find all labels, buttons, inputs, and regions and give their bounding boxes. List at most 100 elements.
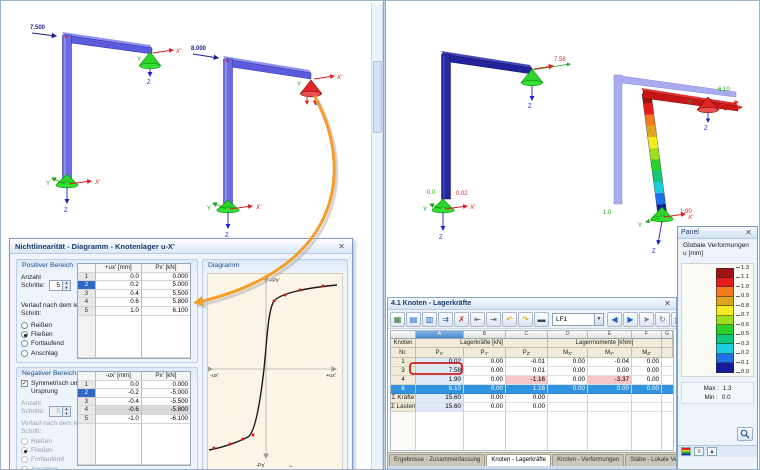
loadcase-combobox[interactable]: LF1 ▼ bbox=[552, 312, 604, 326]
axis-y-label: Y bbox=[137, 57, 141, 63]
frameB-support-right-selected[interactable]: 6.10 Y Z bbox=[688, 87, 743, 132]
frame2-members[interactable] bbox=[223, 56, 312, 208]
table-settings-icon[interactable]: ▤ bbox=[406, 311, 421, 327]
frame1-members[interactable] bbox=[62, 32, 153, 181]
verlauf-label2: Schritt: bbox=[21, 310, 42, 317]
scale-band bbox=[716, 363, 734, 373]
pane-splitter[interactable] bbox=[383, 1, 386, 469]
color-scale-ticks: 1.3 1.1 1.0 0.9 0.8 0.7 0.6 0.5 0.3 0.2 0.1 0.0 bbox=[736, 263, 749, 377]
axis-z-label: Z bbox=[315, 101, 319, 107]
scale-tick: 0.0 bbox=[736, 368, 749, 378]
panel-titlebar[interactable]: Panel ✕ bbox=[678, 227, 757, 239]
scale-tick: 0.6 bbox=[736, 320, 749, 330]
scale-band bbox=[716, 315, 734, 325]
axis-y-label: Y bbox=[297, 82, 301, 88]
frame1-support-right[interactable]: X' Y Z bbox=[137, 48, 182, 86]
frameA-support-right[interactable]: 7.58 Z bbox=[520, 57, 571, 110]
results-titlebar[interactable]: 4.1 Knoten - Lagerkräfte ✕ bbox=[388, 298, 676, 310]
left-viewport-canvas[interactable]: 7.500 X' Y Z bbox=[2, 2, 371, 254]
negative-range-group: Negativer Bereich ✓ Symmetrisch um den U… bbox=[16, 367, 198, 469]
color-scale-box: 1.3 1.1 1.0 0.9 0.8 0.7 0.6 0.5 0.3 0.2 0.1 0.0 bbox=[681, 263, 754, 377]
axis-y-label: Y bbox=[638, 223, 642, 229]
negative-steps-table[interactable]: -ux' [mm] Px' [kN] 1 0.0 0.000 2 -0.2 -5.000 … bbox=[77, 371, 191, 466]
prev-table-icon[interactable]: ⇤ bbox=[470, 311, 485, 327]
table-row[interactable]: 3 7.58 0.00 0.01 0.00 0.00 0.00 bbox=[391, 367, 673, 376]
table-row[interactable]: 4 1.90 0.00 -1.16 0.00 -3.37 0.00 bbox=[391, 376, 673, 385]
diagram-axis-bottom-label: -Px' bbox=[256, 463, 265, 469]
table-row[interactable]: 1 0.02 0.00 -0.01 0.00 -0.04 0.00 bbox=[391, 358, 673, 367]
table-row-selected: 2 0.2 5.000 bbox=[78, 281, 190, 290]
table-row-selected: 2 -0.2 -5.000 bbox=[78, 389, 190, 398]
steps-stepper[interactable]: 5 ▲ ▼ bbox=[49, 280, 71, 291]
left-pane-scrollbar[interactable] bbox=[371, 3, 383, 469]
radio-reissen[interactable]: Reißen bbox=[21, 322, 64, 329]
chart-icon[interactable]: ▆ bbox=[671, 311, 676, 327]
verlauf-label2: Schritt: bbox=[21, 428, 42, 435]
frameB-support-bottom[interactable]: 1.0 1.90 X' Y Z bbox=[603, 206, 694, 255]
frameA-members[interactable] bbox=[441, 51, 533, 200]
axis-z-label: Z bbox=[439, 235, 443, 241]
reaction-label: 7.58 bbox=[554, 57, 566, 63]
right-viewport-canvas[interactable]: 7.58 Z 0.0 0.02 X' Y Z bbox=[386, 2, 760, 262]
scale-band bbox=[716, 268, 734, 278]
frame2-support-right-selected[interactable]: X' Y Z bbox=[297, 74, 343, 107]
radio-fliessen[interactable]: Fließen bbox=[21, 331, 64, 339]
table-view-icon[interactable]: ▦ bbox=[390, 311, 405, 327]
frame2-support-bottom[interactable]: X' Y Z bbox=[207, 199, 262, 239]
tab-staebe-lokale-verformungen[interactable]: Stäbe - Lokale Verformungen bbox=[625, 454, 676, 466]
prev-loadcase-icon[interactable]: ◀ bbox=[607, 311, 622, 327]
table-delete-icon[interactable]: ✗ bbox=[454, 311, 469, 327]
next-table-icon[interactable]: ⇥ bbox=[486, 311, 501, 327]
dialog-titlebar[interactable]: Nichtlinearität - Diagramm - Knotenlager… bbox=[10, 239, 352, 254]
redo-icon[interactable]: ↷ bbox=[518, 311, 533, 327]
checkbox-check-icon: ✓ bbox=[21, 380, 28, 387]
display-factors-tab-icon[interactable]: ▲ bbox=[707, 447, 717, 456]
undo-icon[interactable]: ↶ bbox=[502, 311, 517, 327]
axis-x-label: X' bbox=[469, 205, 476, 211]
radio-anschlag[interactable]: Anschlag bbox=[21, 349, 64, 357]
chevron-down-icon[interactable]: ▼ bbox=[594, 313, 603, 325]
close-icon[interactable]: ✕ bbox=[664, 299, 671, 308]
tab-ergebnisse-zusammenfassung[interactable]: Ergebnisse - Zusammenfassung bbox=[389, 454, 486, 466]
close-icon[interactable]: ✕ bbox=[338, 241, 345, 251]
diagram-axis-right-label: +ux' bbox=[326, 373, 336, 379]
table-row: 3 0.4 5.500 bbox=[78, 289, 190, 299]
table-empty-area bbox=[391, 412, 673, 450]
header-column-row: Nr. PX' PY' PZ' MX' MY' MZ' bbox=[391, 348, 673, 358]
results-grid[interactable]: A B C D E F G Knoten Lagerkräfte [kN] La… bbox=[390, 330, 674, 451]
diagram-curve bbox=[208, 284, 338, 451]
table-filter-icon[interactable]: ▥ bbox=[422, 311, 437, 327]
axis-z-label: Z bbox=[652, 249, 656, 255]
scale-tick: 0.3 bbox=[736, 339, 749, 349]
axis-z-label: Z bbox=[704, 126, 708, 132]
frameB-deformed-members[interactable] bbox=[641, 88, 739, 217]
radio-fortlaufend[interactable]: Fortlaufend bbox=[21, 340, 64, 348]
column-letter-row[interactable]: A B C D E F G bbox=[391, 331, 673, 339]
table-row: 5 -1.0 -6.100 bbox=[78, 414, 190, 424]
frame1-support-bottom[interactable]: X' Y Z bbox=[46, 173, 101, 214]
scrollbar-thumb[interactable] bbox=[373, 61, 382, 133]
panel-zoom-button[interactable] bbox=[737, 427, 753, 441]
frameA-support-bottom[interactable]: 0.0 0.02 X' Y Z bbox=[423, 190, 476, 241]
view-mode-icon[interactable]: ▬ bbox=[534, 311, 549, 327]
tab-knoten-lagerkraefte[interactable]: Knoten - Lagerkräfte bbox=[486, 454, 552, 466]
pointer-icon[interactable]: ➤ bbox=[639, 311, 654, 327]
diagram-axis-top-label: +Px' bbox=[269, 278, 280, 284]
table-row-selected[interactable]: 6 6.10 0.00 1.16 0.00 0.00 0.00 bbox=[391, 385, 673, 394]
next-loadcase-icon[interactable]: ▶ bbox=[623, 311, 638, 327]
steps-stepper-disabled: 5 ▲ ▼ bbox=[49, 406, 71, 417]
refresh-icon[interactable]: ↻ bbox=[655, 311, 670, 327]
tab-knoten-verformungen[interactable]: Knoten - Verformungen bbox=[552, 454, 625, 466]
scale-tick: 0.7 bbox=[736, 311, 749, 321]
axis-y-label: Y bbox=[46, 181, 50, 187]
panel-options-tab-icon[interactable]: ≡ bbox=[694, 447, 704, 456]
close-icon[interactable]: ✕ bbox=[745, 228, 752, 237]
panel-footer-tabs: ≡ ▲ bbox=[678, 445, 757, 457]
table-export-icon[interactable]: ⇉ bbox=[438, 311, 453, 327]
color-scale-tab-icon[interactable] bbox=[681, 447, 691, 456]
stepper-arrows-icon[interactable]: ▲ ▼ bbox=[62, 281, 70, 290]
table-empty-area bbox=[78, 423, 190, 465]
symmetric-checkbox[interactable]: ✓ Symmetrisch um den bbox=[21, 380, 93, 387]
